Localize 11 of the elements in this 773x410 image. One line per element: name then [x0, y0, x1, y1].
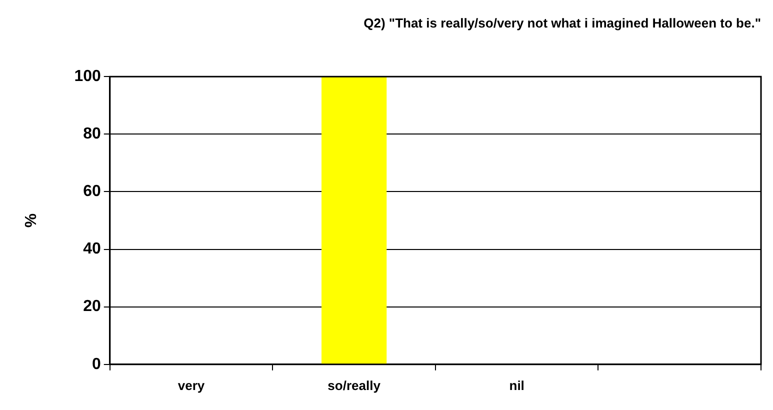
y-tick-label: 0 [92, 356, 101, 373]
y-tick-label: 40 [83, 240, 101, 258]
x-tick-label: so/really [328, 378, 382, 393]
y-axis-title: % [23, 213, 40, 228]
y-tick-label: 100 [74, 68, 101, 86]
chart-title: Q2) "That is really/so/very not what i imagined Halloween to be." [364, 15, 761, 30]
y-tick-label: 60 [83, 183, 101, 200]
x-tick-label: nil [509, 378, 524, 393]
x-tick-label: very [178, 378, 206, 393]
y-tick-label: 80 [83, 126, 101, 143]
y-tick-label: 20 [83, 298, 101, 316]
